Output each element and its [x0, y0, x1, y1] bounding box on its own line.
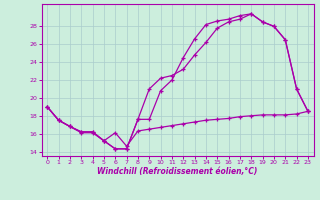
X-axis label: Windchill (Refroidissement éolien,°C): Windchill (Refroidissement éolien,°C) — [97, 167, 258, 176]
